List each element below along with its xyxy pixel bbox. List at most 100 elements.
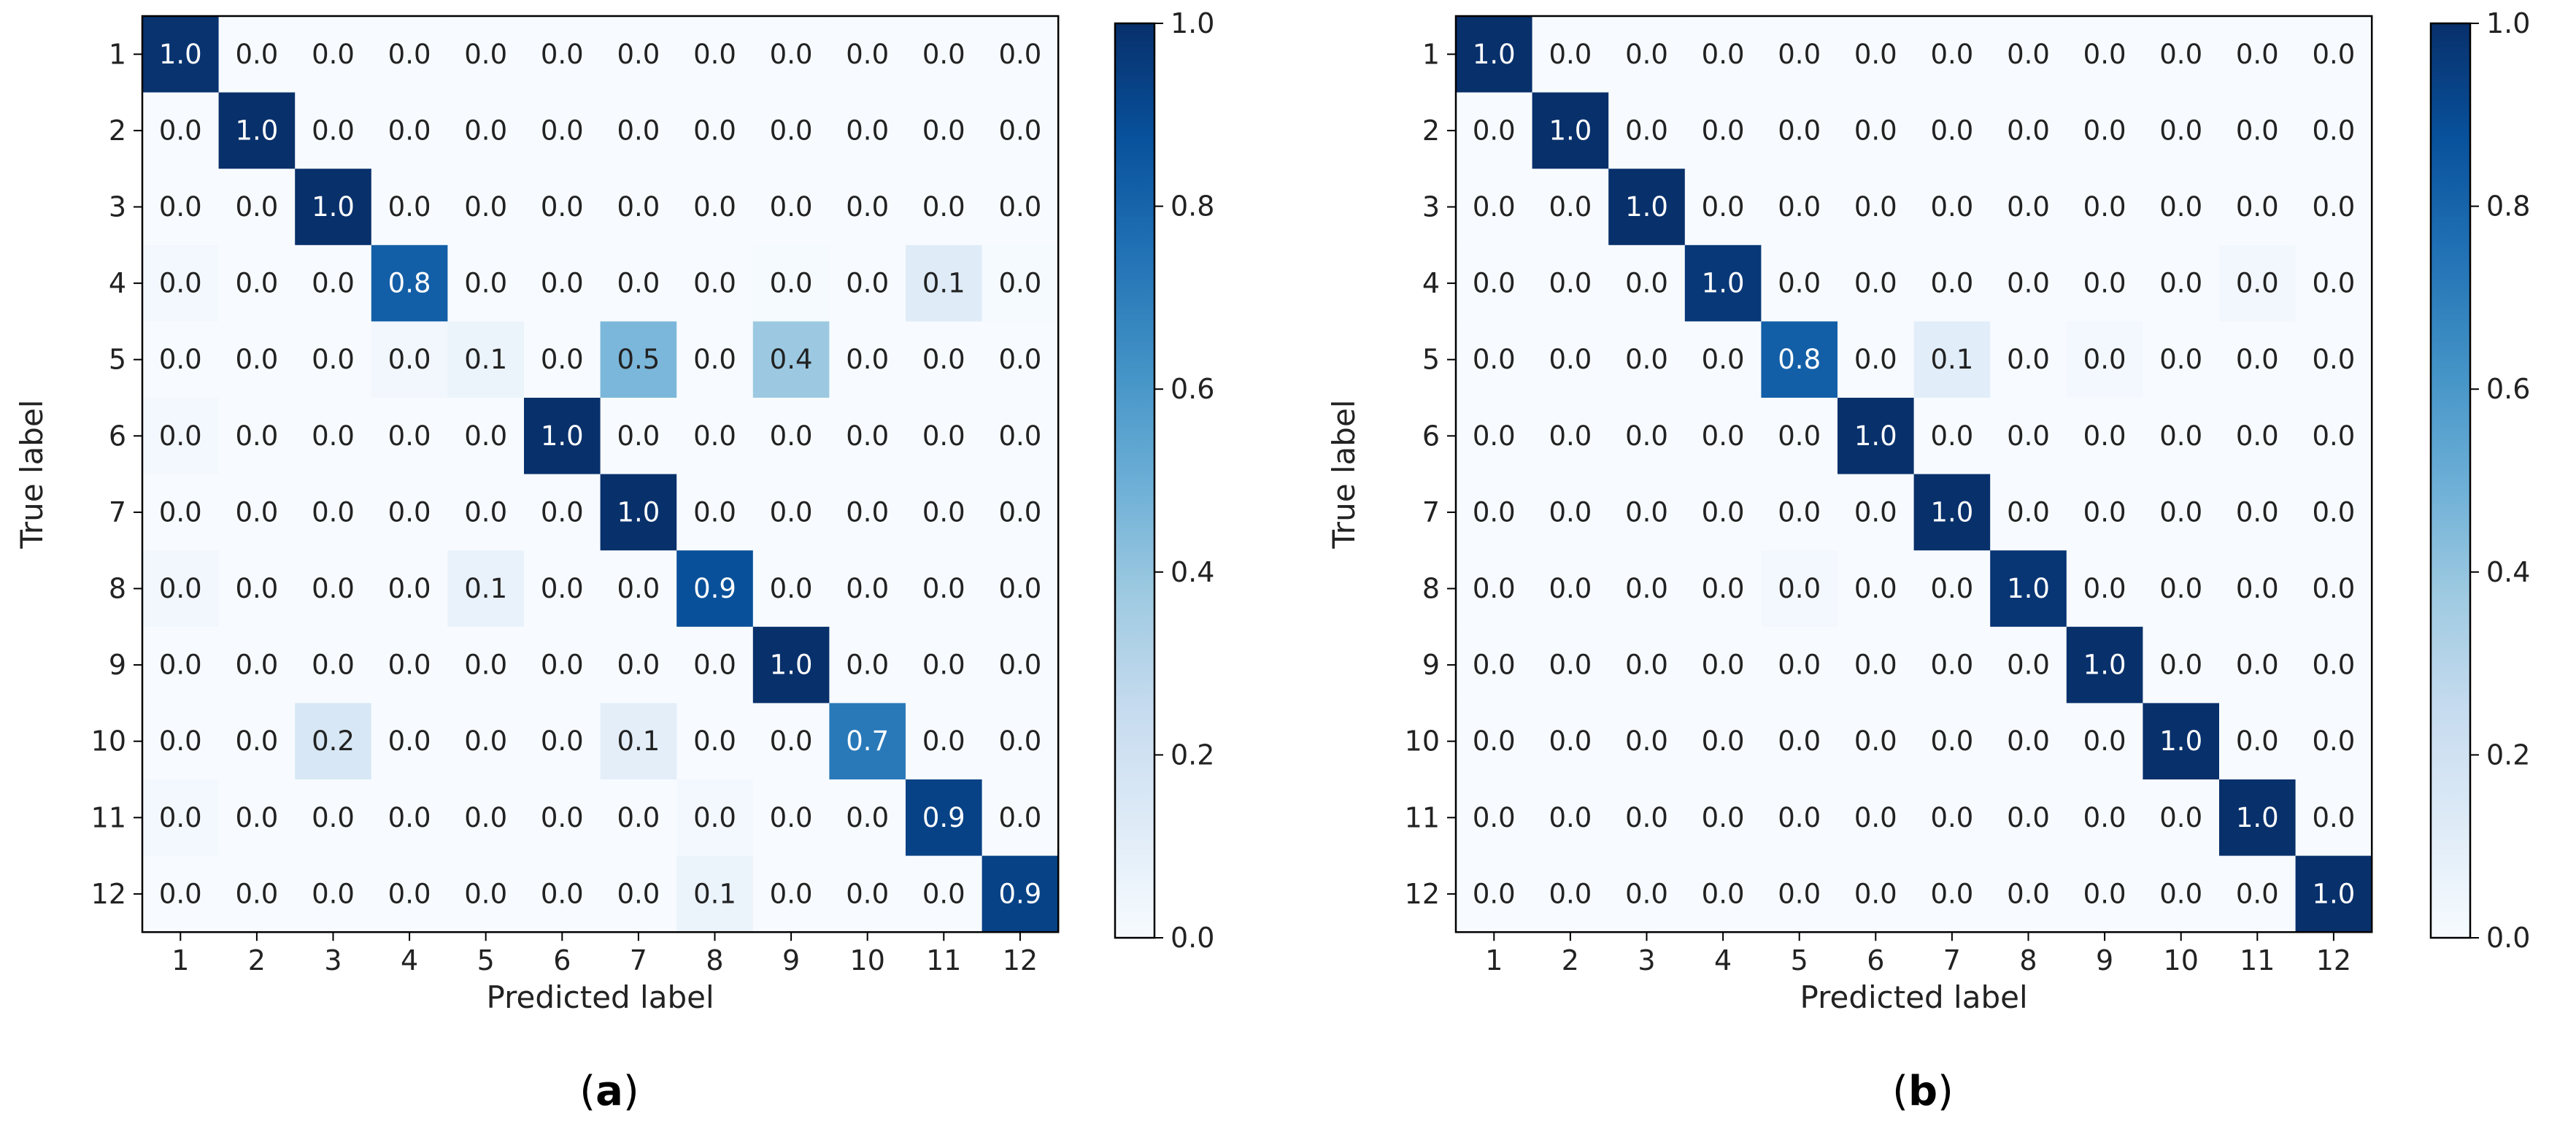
heatmap-cell — [218, 92, 296, 169]
y-tick-label: 7 — [1422, 496, 1440, 528]
cell-value-label: 0.0 — [1930, 115, 1973, 146]
cell-value-label: 1.0 — [159, 39, 202, 70]
cell-value-label: 0.0 — [1549, 573, 1592, 604]
colorbar-tick-label: 0.0 — [1171, 922, 1214, 954]
cell-value-label: 0.0 — [1473, 802, 1516, 833]
y-tick-label: 10 — [91, 725, 126, 758]
cell-value-label: 0.0 — [998, 191, 1041, 223]
cell-value-label: 0.5 — [617, 344, 660, 375]
heatmap-cell — [2143, 550, 2220, 628]
x-tick-label: 4 — [401, 944, 418, 976]
cell-value-label: 0.0 — [922, 650, 965, 681]
heatmap-cell — [906, 703, 983, 780]
cell-value-label: 0.0 — [2007, 191, 2050, 223]
heatmap-cell — [447, 16, 525, 93]
heatmap-cell — [1990, 550, 2067, 628]
heatmap-cell — [676, 855, 754, 933]
y-tick-label: 2 — [109, 115, 126, 147]
cell-value-label: 0.0 — [2007, 268, 2050, 299]
heatmap-cell — [1990, 321, 2067, 398]
heatmap-cell — [1837, 398, 1915, 475]
heatmap-cell — [524, 92, 601, 169]
cell-value-label: 0.0 — [235, 39, 278, 70]
heatmap-frame-b — [1454, 15, 2373, 933]
heatmap-cell — [142, 626, 220, 704]
heatmap-cell — [1684, 550, 1762, 628]
heatmap-cell — [1456, 321, 1533, 398]
cell-value-label: 0.0 — [998, 650, 1041, 681]
heatmap-cell — [1837, 16, 1915, 93]
heatmap-cell — [2143, 244, 2220, 322]
heatmap-cell — [1608, 244, 1686, 322]
cell-value-label: 0.0 — [1778, 496, 1821, 528]
cell-value-label: 0.0 — [1625, 878, 1668, 909]
heatmap-cell — [2066, 398, 2143, 475]
cell-value-label: 0.0 — [1625, 115, 1668, 146]
cell-value-label: 0.0 — [2159, 268, 2202, 299]
heatmap-cell — [2143, 321, 2220, 398]
x-tick-label: 8 — [706, 944, 723, 976]
cell-value-label: 0.0 — [2236, 650, 2279, 681]
heatmap-cell — [447, 550, 525, 628]
heatmap-cell — [1684, 474, 1762, 551]
heatmap-cell — [906, 244, 983, 322]
heatmap-cell — [1608, 474, 1686, 551]
colorbar-tick-label: 1.0 — [1171, 7, 1214, 39]
cell-value-label: 0.0 — [1702, 573, 1745, 604]
cell-value-label: 0.0 — [922, 496, 965, 528]
heatmap-cell — [2295, 398, 2372, 475]
cell-value-label: 0.0 — [1778, 878, 1821, 909]
cell-value-label: 0.0 — [998, 802, 1041, 833]
cell-value-label: 0.0 — [1778, 802, 1821, 833]
x-tick-label: 2 — [1562, 944, 1579, 976]
cell-value-label: 0.0 — [2007, 496, 2050, 528]
cell-value-label: 1.0 — [1702, 268, 1745, 299]
cell-value-label: 0.0 — [693, 650, 736, 681]
heatmap-cell — [676, 779, 754, 857]
cell-value-label: 0.0 — [2236, 268, 2279, 299]
colorbar-frame — [1114, 22, 1156, 939]
cell-value-label: 0.0 — [541, 650, 584, 681]
heatmap-cell — [1684, 703, 1762, 780]
cell-value-label: 0.0 — [617, 268, 660, 299]
x-axis-label-a: Predicted label — [487, 979, 714, 1015]
heatmap-cell — [829, 855, 906, 933]
heatmap-cell — [142, 779, 220, 857]
cell-value-label: 0.0 — [2007, 725, 2050, 757]
x-tick-label: 10 — [2164, 944, 2199, 976]
cell-value-label: 0.0 — [998, 39, 1041, 70]
cell-value-label: 0.0 — [2083, 420, 2126, 452]
heatmap-cell — [752, 703, 830, 780]
cell-value-label: 0.0 — [1930, 420, 1973, 452]
heatmap-cell — [1532, 244, 1609, 322]
cell-value-label: 0.0 — [464, 725, 507, 757]
cell-value-label: 0.1 — [464, 344, 507, 375]
cell-value-label: 0.0 — [312, 344, 355, 375]
heatmap-cell — [1456, 244, 1533, 322]
heatmap-cell — [1532, 169, 1609, 246]
cell-value-label: 0.0 — [922, 115, 965, 146]
heatmap-cell — [676, 703, 754, 780]
cell-value-label: 0.0 — [1854, 39, 1897, 70]
heatmap-cell — [676, 16, 754, 93]
heatmap-cell — [1456, 169, 1533, 246]
heatmap-cell — [1913, 855, 1991, 933]
heatmap-cell — [2066, 855, 2143, 933]
cell-value-label: 0.0 — [2312, 725, 2355, 757]
heatmap-cell — [2143, 779, 2220, 857]
cell-value-label: 0.0 — [770, 39, 813, 70]
heatmap-cell — [1608, 169, 1686, 246]
cell-value-label: 0.0 — [312, 802, 355, 833]
y-tick-label: 3 — [109, 191, 126, 223]
heatmap-cell — [295, 474, 372, 551]
cell-value-label: 0.0 — [2083, 496, 2126, 528]
heatmap-cell — [752, 169, 830, 246]
colorbar-tick-label: 0.2 — [2486, 739, 2530, 771]
cell-value-label: 0.0 — [464, 191, 507, 223]
heatmap-cell — [906, 474, 983, 551]
cell-value-label: 0.0 — [770, 268, 813, 299]
cell-value-label: 0.0 — [2083, 268, 2126, 299]
heatmap-cell — [2143, 16, 2220, 93]
cell-value-label: 1.0 — [2312, 878, 2355, 909]
